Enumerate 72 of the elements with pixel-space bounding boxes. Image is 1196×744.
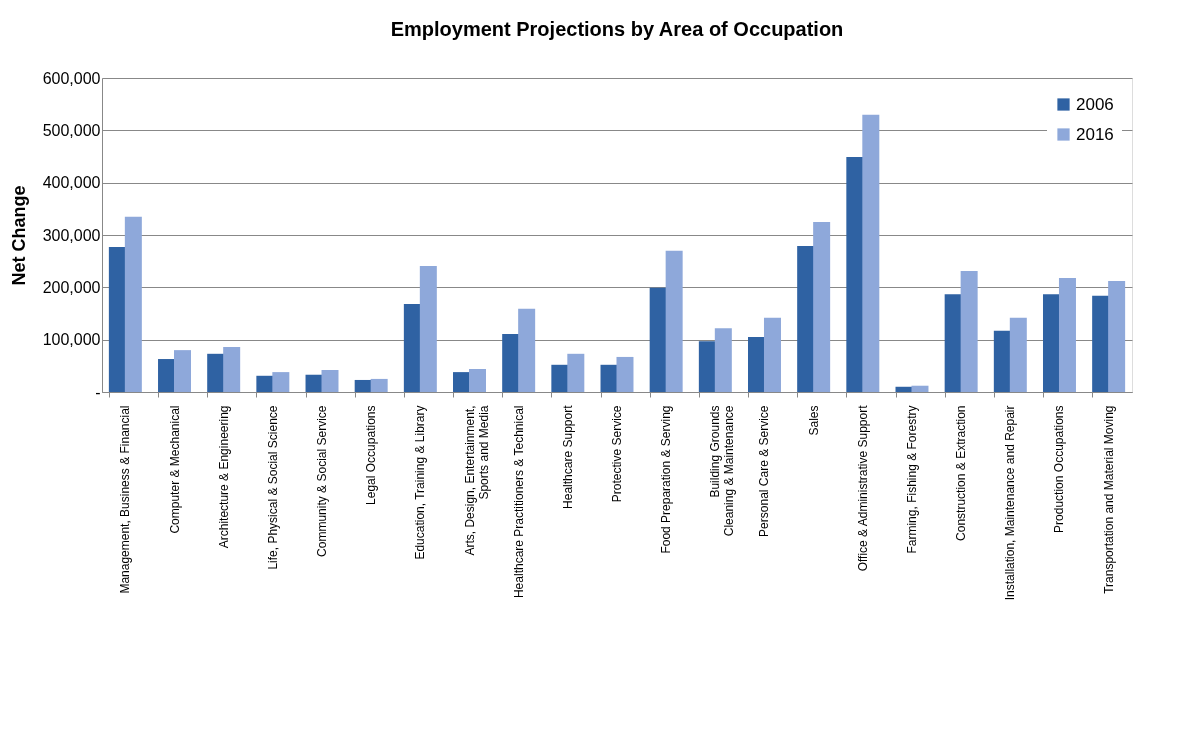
bar — [223, 346, 241, 392]
x-tick-label: Healthcare Support — [560, 404, 575, 509]
bar — [763, 317, 781, 392]
bar — [649, 287, 667, 392]
bar — [960, 271, 978, 392]
bar — [158, 359, 176, 392]
x-tick-label: Healthcare Practitioners & Technical — [511, 405, 526, 599]
x-tick-label: Legal Occupations — [364, 405, 379, 505]
bar — [748, 337, 765, 392]
bar — [207, 353, 225, 392]
bar — [813, 221, 831, 392]
bar — [1092, 295, 1110, 392]
x-tick-label: Construction & Extraction — [954, 405, 969, 541]
bar — [1058, 277, 1076, 392]
bar — [370, 378, 388, 392]
x-tick-label: Community & Social Service — [315, 405, 330, 557]
bar — [354, 379, 372, 392]
x-tick-label: Protective Service — [610, 405, 624, 503]
bar — [124, 216, 142, 392]
bar — [174, 350, 192, 392]
x-tick-label: Life, Physical & Social Science — [265, 405, 280, 570]
y-tick-label: 400,000 — [42, 174, 101, 192]
x-tick-label: Installation, Maintenance and Repair — [1003, 405, 1018, 601]
x-tick-label: Farming, Fishing & Forestry — [904, 405, 919, 554]
x-tick-label: Transportation and Material Moving — [1101, 405, 1116, 594]
bar — [567, 353, 585, 392]
x-tick-label: Food Preparation & Serving — [659, 405, 674, 554]
x-tick-label: Management, Business & Financial — [118, 405, 133, 594]
bar — [797, 245, 815, 392]
bar — [1108, 281, 1126, 392]
bar — [551, 364, 569, 392]
bar — [993, 330, 1011, 392]
y-tick-label: 300,000 — [42, 226, 101, 244]
bar — [698, 341, 716, 392]
x-tick-label: Office & Administrative Support — [855, 404, 870, 572]
bar — [453, 372, 471, 392]
bar — [665, 250, 683, 392]
bar — [321, 370, 339, 392]
bar — [502, 333, 520, 392]
y-axis-title: Net Change — [8, 185, 29, 286]
x-tick-label: Personal Care & Service — [757, 405, 772, 537]
bar — [305, 374, 323, 392]
x-tick-label: Architecture & Engineering — [216, 405, 231, 549]
bar — [403, 304, 421, 392]
bar — [419, 265, 437, 392]
y-tick-label: - — [95, 383, 101, 401]
y-tick-label: 100,000 — [42, 331, 101, 349]
x-tick-label: Sales — [806, 405, 821, 436]
bar — [846, 157, 864, 392]
x-tick-label: Education, Training & Library — [413, 405, 428, 560]
bar — [518, 308, 536, 392]
chart-title: Employment Projections by Area of Occupation — [390, 18, 844, 40]
x-tick-label: Arts, Design, Entertainment, Sports and Media — [462, 405, 491, 556]
y-tick-label: 500,000 — [42, 121, 101, 139]
bar — [714, 328, 732, 392]
x-tick-label: Production Occupations — [1052, 405, 1067, 533]
bar — [272, 372, 290, 392]
x-tick-label: Building Grounds Cleaning & Maintenance — [708, 405, 737, 537]
bar — [911, 385, 929, 392]
bar — [862, 114, 880, 392]
legend-label: 2006 — [1076, 94, 1114, 114]
bar — [1042, 294, 1060, 392]
bar — [469, 368, 486, 392]
bar — [944, 294, 962, 392]
y-tick-label: 600,000 — [42, 69, 101, 87]
x-tick-label: Computer & Mechanical — [167, 405, 182, 534]
y-tick-label: 200,000 — [42, 278, 101, 296]
bar — [108, 247, 126, 392]
bar — [616, 356, 634, 392]
legend-label: 2016 — [1076, 124, 1114, 144]
bar — [256, 375, 274, 392]
bar — [1009, 317, 1027, 392]
